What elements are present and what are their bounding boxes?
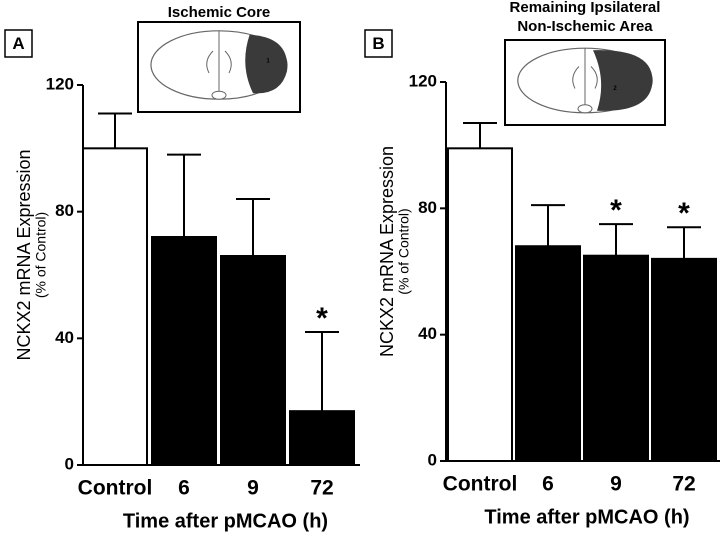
bar (447, 147, 513, 462)
y-tick-label: 40 (55, 328, 74, 347)
bar (82, 147, 148, 466)
chart-panel: B Remaining Ipsilateral Non-Ischemic Area 2… (364, 0, 720, 528)
chart-panel: A Ischemic Core 1 0 40 80 120 NCKX2 mRNA Expres… (4, 4, 360, 532)
x-axis-label: Time after pMCAO (h) (484, 506, 689, 528)
ventricle-left (572, 66, 580, 89)
y-axis-label: NCKX2 mRNA Expression (14, 149, 34, 360)
inset-label: 2 (613, 86, 617, 92)
y-tick-label: 120 (409, 71, 437, 90)
brainstem (211, 90, 227, 100)
x-tick-label: 9 (247, 477, 259, 500)
ventricle-right (590, 66, 598, 89)
y-tick-label: 80 (55, 201, 74, 220)
panel-letter: A (12, 34, 24, 53)
x-tick-label: 72 (672, 473, 695, 496)
bar (289, 410, 355, 466)
bar (515, 245, 581, 462)
y-tick-label: 40 (418, 324, 437, 343)
panel-box (364, 29, 393, 58)
inset-title: Ischemic Core (168, 4, 271, 21)
y-tick-label: 120 (46, 74, 74, 93)
bar (220, 255, 286, 466)
brainstem (577, 104, 593, 114)
significance-star: * (610, 194, 622, 227)
ventricle-right (224, 50, 232, 74)
panel-box (4, 29, 33, 58)
bar (583, 254, 649, 462)
panel-letter: B (372, 34, 384, 53)
bar (651, 257, 717, 462)
x-tick-label: 9 (610, 473, 622, 496)
inset-title: Remaining Ipsilateral (510, 0, 661, 16)
y-axis-sublabel: (% of Control) (33, 212, 49, 298)
y-axis-label: NCKX2 mRNA Expression (377, 146, 397, 357)
y-tick-label: 80 (418, 198, 437, 217)
ventricle-left (206, 50, 214, 74)
ischemic-region (245, 34, 288, 94)
inset-label: 1 (266, 59, 270, 65)
x-axis-label: Time after pMCAO (h) (123, 510, 328, 532)
x-tick-label: 6 (178, 477, 190, 500)
x-tick-label: Control (78, 477, 153, 500)
bar (151, 236, 217, 466)
x-tick-label: 6 (542, 473, 554, 496)
significance-star: * (678, 197, 690, 230)
ischemic-region (593, 50, 653, 111)
x-tick-label: 72 (310, 477, 333, 500)
significance-star: * (316, 302, 328, 335)
inset-title: Non-Ischemic Area (517, 18, 653, 35)
y-tick-label: 0 (65, 454, 74, 473)
x-tick-label: Control (443, 473, 518, 496)
y-tick-label: 0 (428, 450, 437, 469)
y-axis-sublabel: (% of Control) (396, 208, 412, 294)
